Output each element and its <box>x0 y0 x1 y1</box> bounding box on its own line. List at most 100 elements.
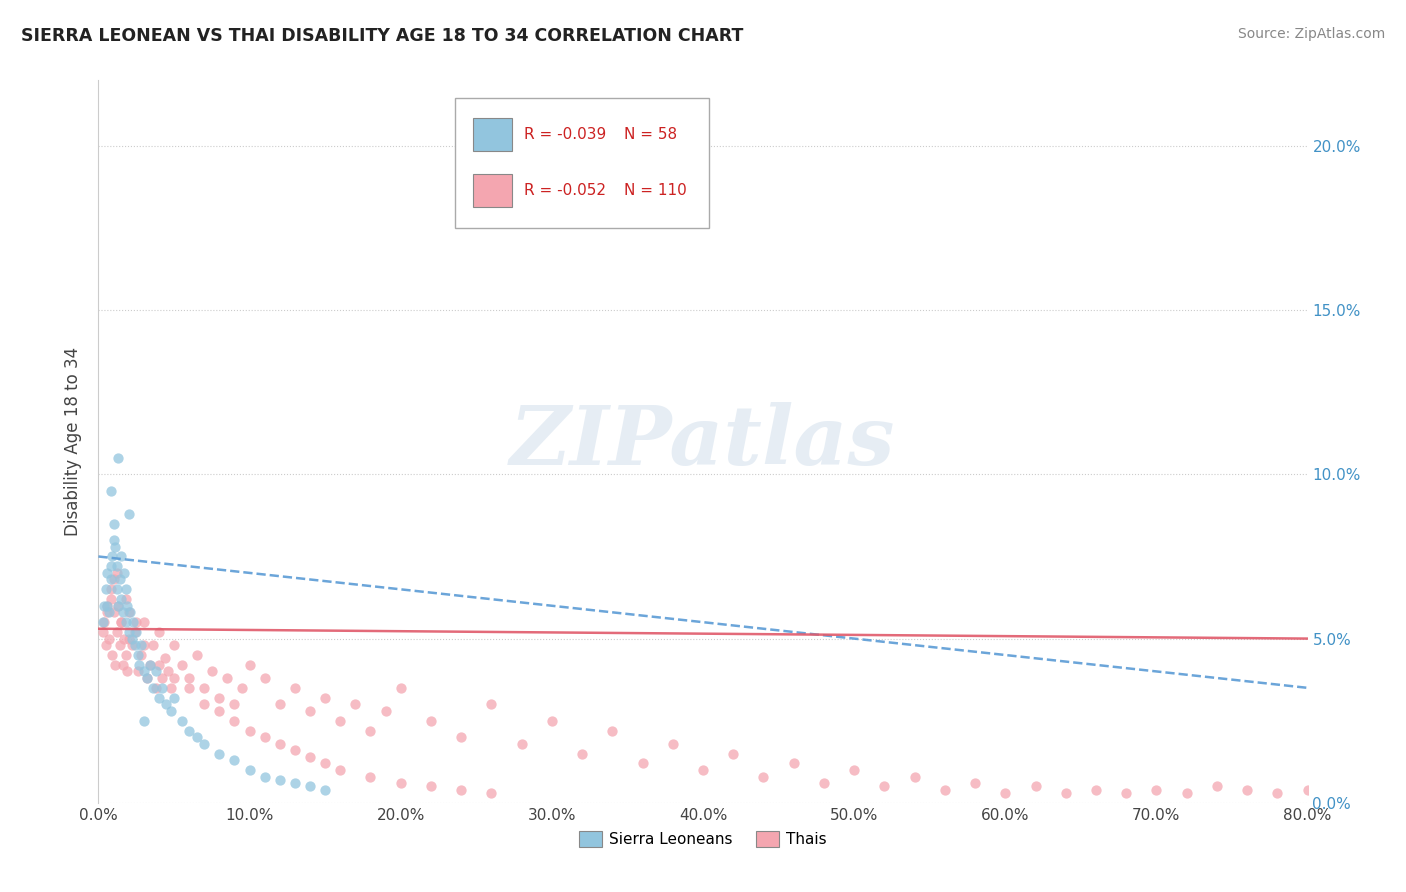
Point <box>96 599 118 613</box>
Point <box>104 657 127 672</box>
Point <box>269 698 291 712</box>
Point <box>314 782 336 797</box>
Point <box>360 770 382 784</box>
Point <box>96 566 118 580</box>
Point <box>110 615 132 630</box>
Point <box>132 665 155 679</box>
Point <box>148 625 170 640</box>
Point <box>132 714 155 728</box>
Point <box>107 599 129 613</box>
Point <box>125 625 148 640</box>
Point <box>112 566 135 580</box>
Point <box>112 632 135 646</box>
Point <box>142 681 165 695</box>
Point <box>224 714 246 728</box>
Point <box>208 690 231 705</box>
Point <box>115 665 138 679</box>
FancyBboxPatch shape <box>474 118 512 151</box>
Point <box>105 582 128 597</box>
Point <box>329 714 352 728</box>
Point <box>201 665 224 679</box>
Text: Source: ZipAtlas.com: Source: ZipAtlas.com <box>1237 27 1385 41</box>
Point <box>150 671 173 685</box>
Point <box>100 592 122 607</box>
Point <box>110 615 132 630</box>
Point <box>101 648 124 662</box>
Point <box>1206 780 1229 794</box>
Point <box>163 638 186 652</box>
Point <box>93 599 115 613</box>
Point <box>904 770 927 784</box>
Point <box>121 638 143 652</box>
Point <box>135 671 157 685</box>
Point <box>389 681 412 695</box>
Point <box>723 747 745 761</box>
Point <box>100 573 122 587</box>
Point <box>98 632 121 646</box>
Point <box>420 780 443 794</box>
Point <box>420 714 443 728</box>
Point <box>253 730 276 744</box>
Point <box>94 582 117 597</box>
Point <box>602 723 624 738</box>
Point <box>105 566 128 580</box>
Point <box>108 638 131 652</box>
Point <box>125 615 148 630</box>
Point <box>111 657 134 672</box>
Point <box>329 763 352 777</box>
Point <box>389 776 412 790</box>
Point <box>224 698 246 712</box>
Point <box>450 782 472 797</box>
Point <box>1085 782 1108 797</box>
Point <box>163 671 186 685</box>
Point <box>91 625 114 640</box>
Point <box>1267 786 1289 800</box>
Text: N = 110: N = 110 <box>624 184 688 198</box>
Point <box>193 698 215 712</box>
Point <box>299 704 322 718</box>
Point <box>91 615 114 630</box>
Point <box>239 763 262 777</box>
Point <box>844 763 866 777</box>
Point <box>179 671 201 685</box>
Point <box>179 681 201 695</box>
Point <box>132 638 155 652</box>
Point <box>314 756 336 771</box>
Point <box>450 730 472 744</box>
Point <box>100 559 122 574</box>
Point <box>127 648 149 662</box>
Point <box>253 770 276 784</box>
Point <box>145 681 167 695</box>
Point <box>100 582 122 597</box>
Point <box>160 681 183 695</box>
Point <box>132 615 155 630</box>
Point <box>253 671 276 685</box>
Point <box>103 573 125 587</box>
FancyBboxPatch shape <box>456 98 709 228</box>
Point <box>111 605 134 619</box>
Point <box>1054 786 1077 800</box>
Point <box>108 573 131 587</box>
Point <box>1144 782 1167 797</box>
Point <box>107 450 129 465</box>
Point <box>299 749 322 764</box>
Text: SIERRA LEONEAN VS THAI DISABILITY AGE 18 TO 34 CORRELATION CHART: SIERRA LEONEAN VS THAI DISABILITY AGE 18… <box>21 27 744 45</box>
Point <box>661 737 683 751</box>
Point <box>110 549 132 564</box>
Point <box>156 665 179 679</box>
Point <box>193 737 215 751</box>
Point <box>163 690 186 705</box>
Point <box>98 605 121 619</box>
Legend: Sierra Leoneans, Thais: Sierra Leoneans, Thais <box>572 825 834 853</box>
Point <box>139 657 162 672</box>
Text: R = -0.052: R = -0.052 <box>524 184 606 198</box>
Point <box>114 592 136 607</box>
Point <box>135 671 157 685</box>
Point <box>129 648 152 662</box>
Point <box>1024 780 1046 794</box>
Point <box>934 782 956 797</box>
Point <box>374 704 396 718</box>
Point <box>96 599 118 613</box>
Point <box>344 698 367 712</box>
Point <box>631 756 654 771</box>
